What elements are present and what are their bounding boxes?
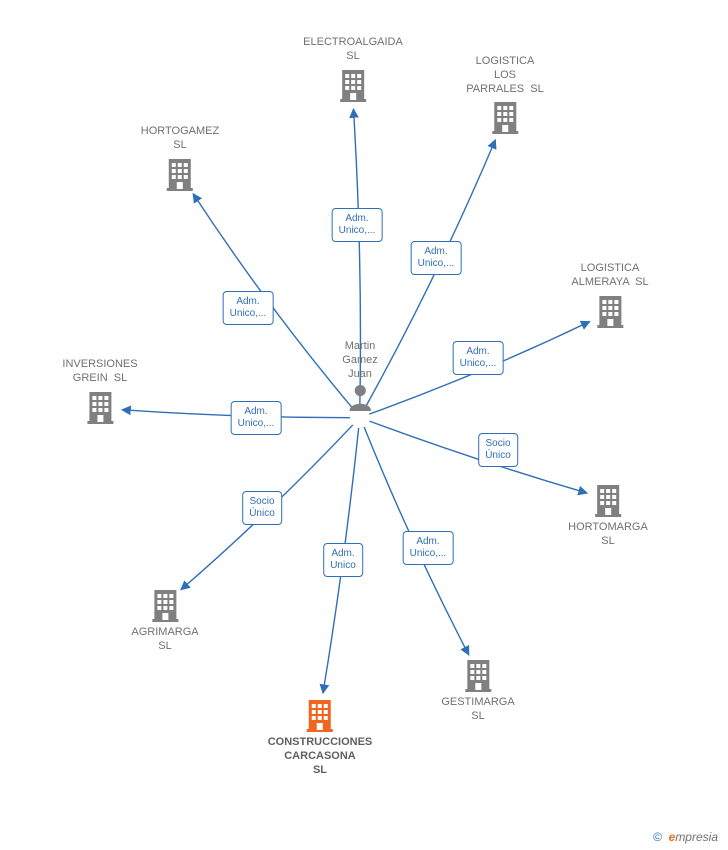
center-label: Martin Gamez Juan xyxy=(342,340,377,381)
brand-rest: mpresia xyxy=(675,830,718,844)
company-label: ELECTROALGAIDA SL xyxy=(303,36,403,64)
watermark: © empresia xyxy=(653,830,718,844)
building-icon xyxy=(85,390,115,424)
company-node[interactable]: INVERSIONES GREIN SL xyxy=(62,358,137,424)
person-icon xyxy=(347,383,373,411)
building-icon xyxy=(595,294,625,328)
company-label: HORTOGAMEZ SL xyxy=(141,125,219,153)
building-icon xyxy=(593,483,623,517)
building-icon xyxy=(338,68,368,102)
edge-label: Adm. Unico,... xyxy=(411,241,462,275)
edge-label: Adm. Unico,... xyxy=(231,401,282,435)
company-node[interactable]: GESTIMARGA SL xyxy=(441,658,514,724)
company-label: LOGISTICA LOS PARRALES SL xyxy=(466,55,543,96)
edge xyxy=(193,194,354,410)
company-node[interactable]: AGRIMARGA SL xyxy=(131,588,198,654)
company-node[interactable]: LOGISTICA ALMERAYA SL xyxy=(571,262,648,328)
company-node[interactable]: CONSTRUCCIONES CARCASONA SL xyxy=(268,698,373,777)
edge-label: Adm. Unico,... xyxy=(403,531,454,565)
edge-label: Socio Único xyxy=(242,491,282,525)
edge-label: Adm. Unico xyxy=(323,543,363,577)
company-node[interactable]: LOGISTICA LOS PARRALES SL xyxy=(466,55,543,134)
copyright-symbol: © xyxy=(653,830,662,844)
company-node[interactable]: HORTOMARGA SL xyxy=(568,483,648,549)
building-icon xyxy=(463,658,493,692)
edge-label: Adm. Unico,... xyxy=(332,208,383,242)
building-icon xyxy=(490,100,520,134)
edge-label: Adm. Unico,... xyxy=(453,341,504,375)
company-label: INVERSIONES GREIN SL xyxy=(62,358,137,386)
company-label: AGRIMARGA SL xyxy=(131,626,198,654)
building-icon xyxy=(150,588,180,622)
company-node[interactable]: HORTOGAMEZ SL xyxy=(141,125,219,191)
edge-label: Socio Único xyxy=(478,433,518,467)
center-node[interactable]: Martin Gamez Juan xyxy=(342,340,377,411)
company-label: LOGISTICA ALMERAYA SL xyxy=(571,262,648,290)
company-label: HORTOMARGA SL xyxy=(568,521,648,549)
edge-label: Adm. Unico,... xyxy=(223,291,274,325)
diagram-canvas: Martin Gamez Juan ELECTROALGAIDA SL LOGI… xyxy=(0,0,728,850)
building-icon xyxy=(165,157,195,191)
building-icon xyxy=(305,698,335,732)
company-label: CONSTRUCCIONES CARCASONA SL xyxy=(268,736,373,777)
company-label: GESTIMARGA SL xyxy=(441,696,514,724)
company-node[interactable]: ELECTROALGAIDA SL xyxy=(303,36,403,102)
